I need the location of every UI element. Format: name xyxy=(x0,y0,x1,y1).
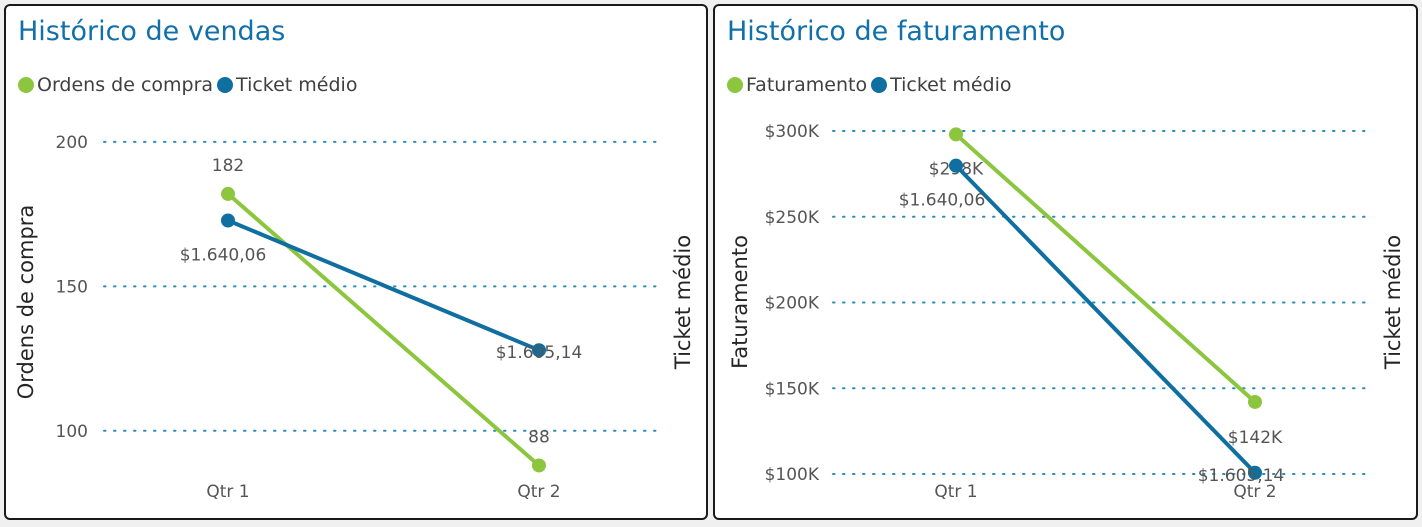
legend: Faturamento Ticket médio xyxy=(727,74,1016,96)
x-tick-label: Qtr 2 xyxy=(1233,482,1276,502)
legend-marker-blue-icon xyxy=(217,77,234,93)
legend-label: Ordens de compra xyxy=(37,74,214,96)
x-tick-label: Qtr 1 xyxy=(206,482,249,502)
legend-item-revenue[interactable]: Faturamento xyxy=(727,74,867,96)
y-tick-label: 100 xyxy=(56,422,88,442)
data-label: $1.605,14 xyxy=(1198,466,1285,486)
legend-marker-green-icon xyxy=(727,77,743,93)
chart-title: Histórico de faturamento xyxy=(727,16,1066,47)
legend-item-purchase-orders[interactable]: Ordens de compra xyxy=(18,74,213,96)
revenue-history-panel: Histórico de faturamento Faturamento Tic… xyxy=(713,4,1418,520)
data-label: $1.640,06 xyxy=(180,245,267,265)
sales-history-panel: Histórico de vendas Ordens de compra Tic… xyxy=(4,4,708,520)
y-tick-label: $100K xyxy=(765,465,820,485)
data-point-marker xyxy=(1248,465,1262,480)
data-label: $1.605,14 xyxy=(496,343,583,363)
legend-label: Faturamento xyxy=(746,74,868,96)
y-axis-title-left: Faturamento xyxy=(728,235,752,369)
chart-title: Histórico de vendas xyxy=(18,16,286,47)
y-tick-label: $200K xyxy=(765,294,820,314)
data-point-marker xyxy=(1248,394,1262,409)
legend: Ordens de compra Ticket médio xyxy=(18,74,361,96)
data-point-marker xyxy=(221,186,235,201)
series-line xyxy=(226,191,541,468)
y-axis-title-right: Ticket médio xyxy=(671,235,695,370)
y-axis-title-left: Ordens de compra xyxy=(14,205,38,400)
y-tick-label: $150K xyxy=(765,379,820,399)
data-label: 88 xyxy=(528,427,550,447)
data-point-marker xyxy=(532,343,546,358)
data-label: 182 xyxy=(212,156,244,176)
sales-history-chart: 100 150 200 Qtr 1 Qtr 2 Ordens de compra Ticke… xyxy=(14,133,695,502)
data-point-marker xyxy=(221,213,235,228)
y-tick-label: 200 xyxy=(56,133,88,153)
y-axis-title-right: Ticket médio xyxy=(1381,235,1405,370)
legend-label: Ticket médio xyxy=(890,74,1012,96)
x-tick-label: Qtr 2 xyxy=(517,482,560,502)
series-line xyxy=(954,132,1257,404)
data-point-marker xyxy=(949,127,963,142)
data-label: $1.640,06 xyxy=(899,191,986,211)
legend-item-average-ticket[interactable]: Ticket médio xyxy=(217,74,357,96)
revenue-history-chart: $100K $150K $200K $250K $300K Qtr 1 Qtr 2 Fatur… xyxy=(728,122,1405,502)
data-label: $142K xyxy=(1228,428,1283,448)
legend-item-average-ticket[interactable]: Ticket médio xyxy=(871,74,1012,96)
x-tick-label: Qtr 1 xyxy=(934,482,977,502)
data-point-marker xyxy=(532,458,546,473)
series-line xyxy=(226,218,541,353)
legend-marker-green-icon xyxy=(18,77,34,93)
y-tick-label: $300K xyxy=(765,122,820,142)
data-point-marker xyxy=(949,158,963,173)
y-tick-label: 150 xyxy=(56,277,88,297)
legend-label: Ticket médio xyxy=(236,74,358,96)
y-tick-label: $250K xyxy=(765,208,820,228)
series-line xyxy=(954,163,1257,475)
legend-marker-blue-icon xyxy=(871,77,888,93)
